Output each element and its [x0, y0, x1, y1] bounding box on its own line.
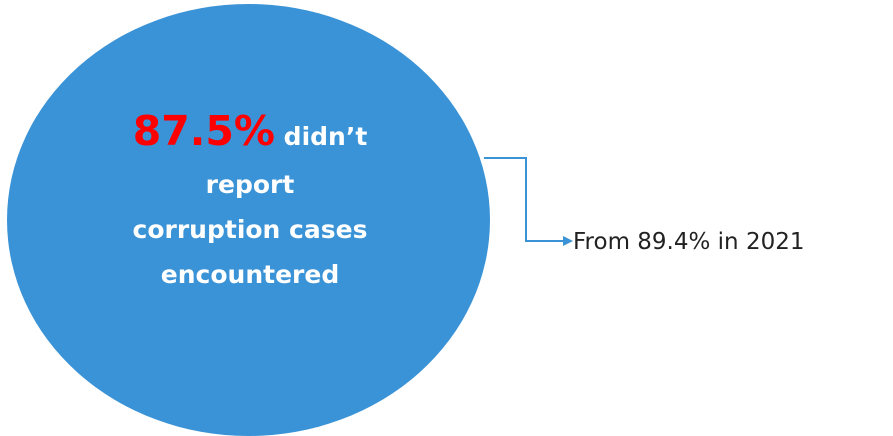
headline-percentage: 87.5% [132, 107, 275, 155]
circle-line-2: report [205, 170, 295, 199]
circle-line-4: encountered [160, 260, 340, 289]
comparison-callout: From 89.4% in 2021 [573, 229, 805, 255]
headline-rest: didn’t [283, 122, 368, 151]
circle-line-3: corruption cases [132, 215, 368, 244]
circle-text: 87.5% didn’t report corruption cases enc… [70, 100, 430, 297]
headline-line: 87.5% didn’t [70, 100, 430, 162]
connector-line [484, 157, 566, 242]
stat-circle [7, 4, 490, 436]
connector-arrowhead [563, 236, 573, 246]
